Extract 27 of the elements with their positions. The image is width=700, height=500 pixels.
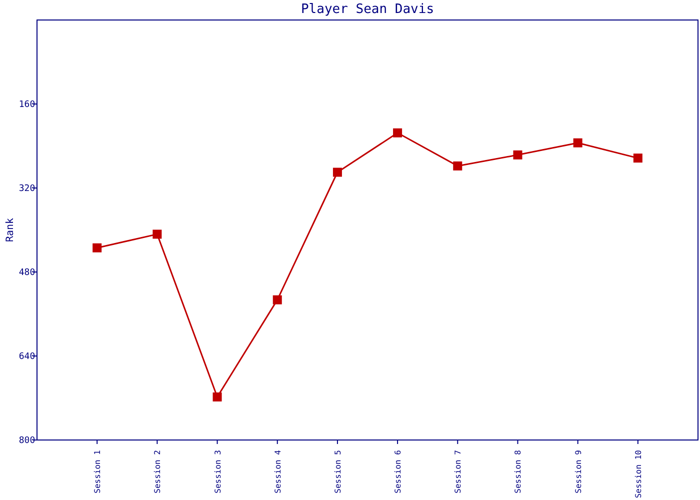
x-tick-label: Session 10 bbox=[634, 450, 643, 498]
x-tick-label: Session 4 bbox=[273, 450, 282, 494]
x-tick-label: Session 6 bbox=[394, 450, 403, 494]
point bbox=[513, 150, 522, 160]
point bbox=[272, 295, 282, 304]
y-tick-label: 480 bbox=[18, 268, 36, 278]
x-tick-label: Session 3 bbox=[213, 450, 222, 494]
x-tick-label: Session 9 bbox=[574, 450, 583, 494]
x-tick-label: Session 2 bbox=[153, 450, 162, 494]
x-tick-label: Session 7 bbox=[454, 450, 463, 494]
y-axis-title: Rank bbox=[5, 218, 16, 242]
point bbox=[212, 392, 222, 402]
point bbox=[92, 243, 102, 252]
point bbox=[633, 154, 642, 163]
point bbox=[573, 138, 582, 148]
x-tick-label: Session 1 bbox=[93, 450, 102, 494]
y-tick-label: 800 bbox=[18, 436, 36, 446]
point bbox=[453, 161, 462, 170]
point bbox=[332, 168, 342, 177]
chart-title: Player Sean Davis bbox=[300, 2, 434, 17]
y-tick-label: 160 bbox=[18, 100, 36, 110]
x-tick-label: Session 5 bbox=[333, 450, 342, 494]
point bbox=[152, 230, 162, 239]
x-tick-label: Session 8 bbox=[514, 450, 523, 494]
y-tick-label: 640 bbox=[18, 352, 36, 362]
point bbox=[393, 128, 402, 138]
y-tick-label: 320 bbox=[18, 184, 36, 194]
